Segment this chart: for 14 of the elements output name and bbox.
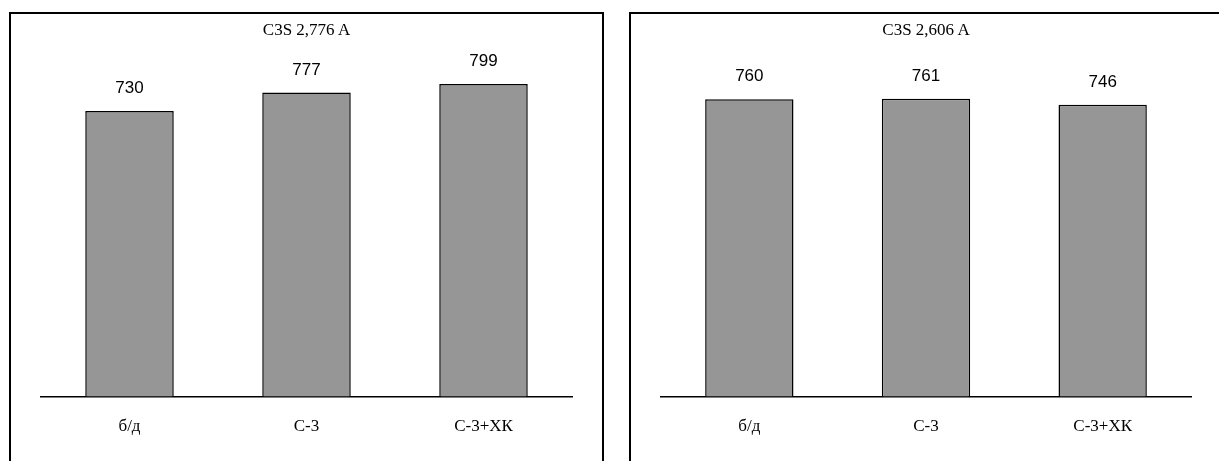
data-label: 777 [292, 59, 321, 79]
x-tick-label: б/д [738, 416, 761, 436]
chart-title: C3S 2,606 A [882, 19, 971, 39]
data-label: 730 [115, 78, 144, 98]
data-label: 799 [469, 51, 498, 71]
data-label: 746 [1088, 71, 1117, 91]
x-tick-label: С-3 [293, 416, 320, 436]
x-tick-label: С-3 [913, 416, 939, 436]
data-label: 761 [911, 65, 941, 85]
x-tick-label: С-3+ХК [454, 416, 514, 436]
data-label: 760 [735, 66, 764, 86]
chart-title: C3S 2,776 A [262, 19, 351, 39]
x-tick-label: С-3+ХК [1073, 416, 1133, 436]
x-tick-label: б/д [118, 416, 141, 436]
